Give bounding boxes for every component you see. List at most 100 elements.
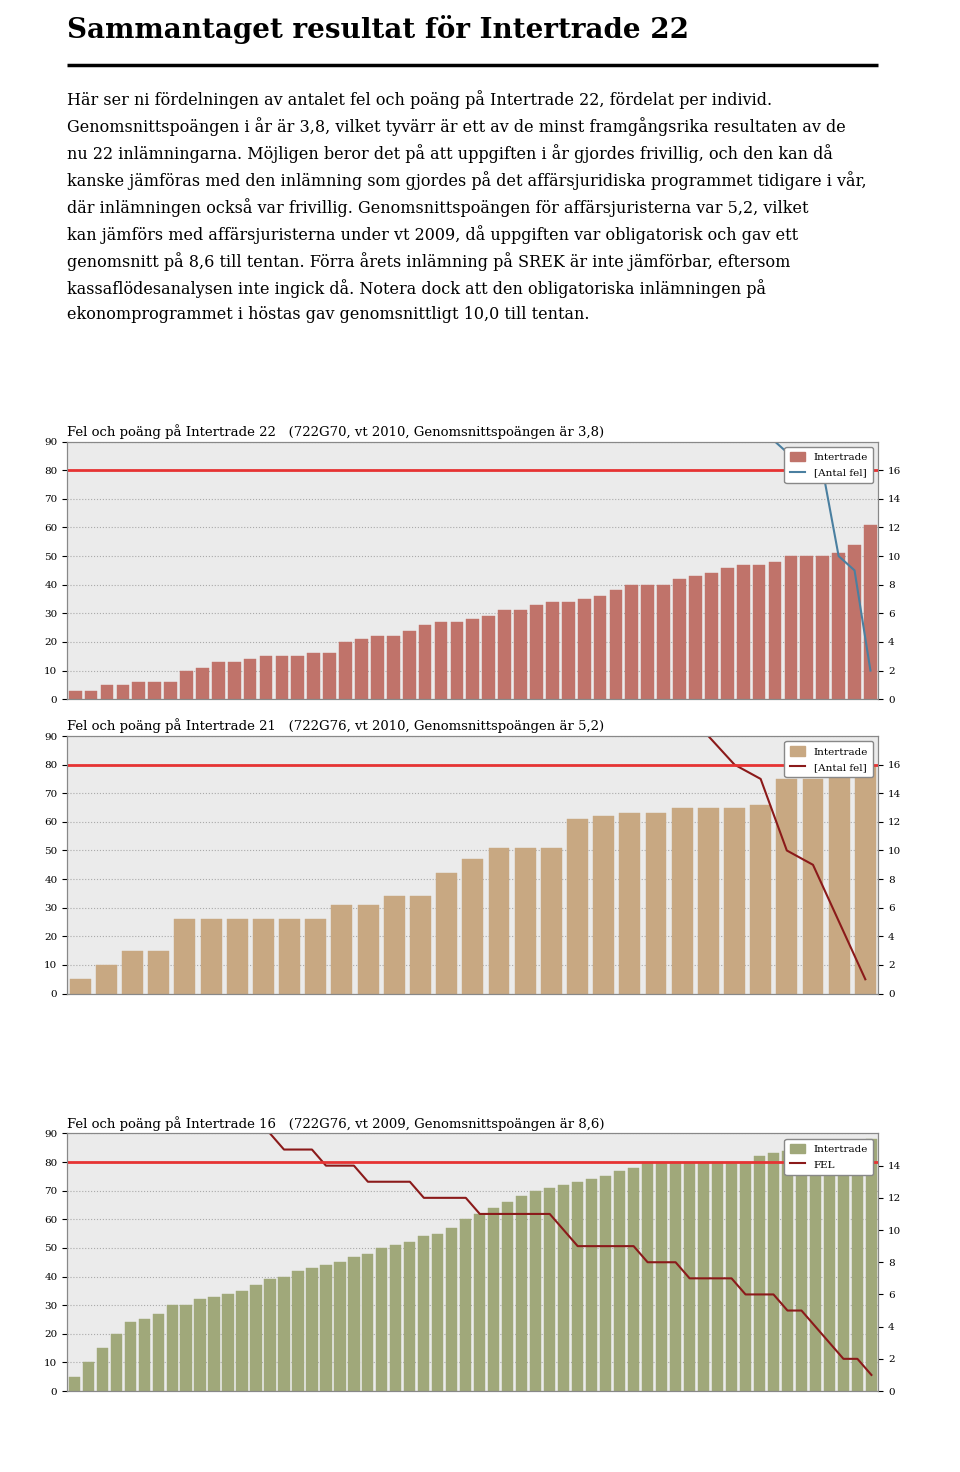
Bar bbox=[306, 1267, 318, 1391]
Bar bbox=[587, 1179, 597, 1391]
Bar bbox=[645, 813, 666, 994]
Bar bbox=[391, 1245, 401, 1391]
Bar bbox=[293, 1270, 303, 1391]
Bar bbox=[166, 1306, 178, 1391]
Bar bbox=[292, 657, 304, 699]
Bar bbox=[540, 848, 562, 994]
Bar bbox=[148, 682, 161, 699]
Bar bbox=[781, 1151, 793, 1391]
Bar bbox=[474, 1213, 486, 1391]
Bar bbox=[544, 1188, 555, 1391]
Bar bbox=[578, 599, 590, 699]
Bar bbox=[321, 1264, 331, 1391]
Bar bbox=[626, 584, 638, 699]
Bar bbox=[558, 1185, 569, 1391]
Bar bbox=[673, 578, 686, 699]
Bar bbox=[208, 1297, 220, 1391]
Text: Fel och poäng på Intertrade 16   (722G76, vt 2009, Genomsnittspoängen är 8,6): Fel och poäng på Intertrade 16 (722G76, … bbox=[67, 1116, 605, 1130]
Bar bbox=[236, 1291, 248, 1391]
Bar bbox=[403, 630, 416, 699]
Bar bbox=[593, 815, 614, 994]
Bar bbox=[854, 764, 876, 994]
Bar bbox=[832, 553, 845, 699]
Bar bbox=[498, 611, 511, 699]
Bar bbox=[546, 602, 559, 699]
Bar bbox=[435, 621, 447, 699]
Bar bbox=[810, 1148, 821, 1391]
Bar bbox=[324, 654, 336, 699]
Bar bbox=[101, 684, 113, 699]
Bar bbox=[610, 590, 622, 699]
Bar bbox=[852, 1142, 863, 1391]
Bar bbox=[750, 805, 771, 994]
Bar bbox=[502, 1203, 514, 1391]
Bar bbox=[307, 654, 320, 699]
Bar bbox=[84, 690, 97, 699]
Bar bbox=[355, 639, 368, 699]
Bar bbox=[387, 636, 399, 699]
Bar bbox=[251, 1285, 262, 1391]
Bar bbox=[432, 1234, 444, 1391]
Bar bbox=[446, 1228, 457, 1391]
Bar bbox=[824, 1148, 835, 1391]
Bar bbox=[641, 584, 654, 699]
Bar bbox=[404, 1242, 416, 1391]
Bar bbox=[264, 1279, 276, 1391]
Bar bbox=[223, 1294, 233, 1391]
Bar bbox=[436, 873, 457, 994]
Bar bbox=[467, 620, 479, 699]
Bar bbox=[530, 1191, 541, 1391]
Bar bbox=[482, 617, 495, 699]
Bar bbox=[740, 1161, 751, 1391]
Bar bbox=[279, 919, 300, 994]
Bar bbox=[515, 611, 527, 699]
Bar bbox=[116, 684, 130, 699]
Bar bbox=[769, 562, 781, 699]
Bar bbox=[175, 919, 196, 994]
Bar bbox=[864, 524, 876, 699]
Text: Fel och poäng på Intertrade 22   (722G70, vt 2010, Genomsnittspoängen är 3,8): Fel och poäng på Intertrade 22 (722G70, … bbox=[67, 424, 605, 439]
Bar bbox=[180, 671, 193, 699]
Bar bbox=[849, 545, 861, 699]
Bar bbox=[305, 919, 326, 994]
Bar bbox=[110, 1334, 122, 1391]
Bar bbox=[212, 662, 225, 699]
Bar bbox=[83, 1363, 94, 1391]
Bar bbox=[754, 1157, 765, 1391]
Legend: Intertrade, [Antal fel]: Intertrade, [Antal fel] bbox=[784, 742, 874, 777]
Bar bbox=[278, 1276, 290, 1391]
Bar bbox=[515, 848, 536, 994]
Bar bbox=[70, 979, 91, 994]
Bar bbox=[164, 682, 177, 699]
Bar bbox=[784, 556, 797, 699]
Bar bbox=[122, 951, 143, 994]
Bar bbox=[721, 568, 733, 699]
Bar bbox=[125, 1322, 135, 1391]
Bar bbox=[132, 682, 145, 699]
Bar bbox=[489, 848, 510, 994]
Bar bbox=[737, 565, 750, 699]
Bar bbox=[658, 584, 670, 699]
Bar bbox=[96, 966, 117, 994]
Bar bbox=[562, 602, 575, 699]
Bar bbox=[97, 1348, 108, 1391]
Bar bbox=[796, 1148, 807, 1391]
Bar bbox=[724, 808, 745, 994]
Bar bbox=[138, 1319, 150, 1391]
Bar bbox=[419, 624, 431, 699]
Bar bbox=[777, 779, 798, 994]
Bar bbox=[838, 1145, 849, 1391]
Bar bbox=[276, 657, 288, 699]
Bar bbox=[376, 1248, 388, 1391]
Bar bbox=[69, 690, 82, 699]
Bar bbox=[371, 636, 384, 699]
Bar bbox=[753, 565, 765, 699]
Bar bbox=[670, 1161, 682, 1391]
Bar bbox=[228, 662, 241, 699]
Bar bbox=[726, 1161, 737, 1391]
Bar bbox=[712, 1161, 723, 1391]
Bar bbox=[196, 668, 208, 699]
Bar bbox=[334, 1263, 346, 1391]
Bar bbox=[816, 556, 829, 699]
Bar bbox=[572, 1182, 584, 1391]
